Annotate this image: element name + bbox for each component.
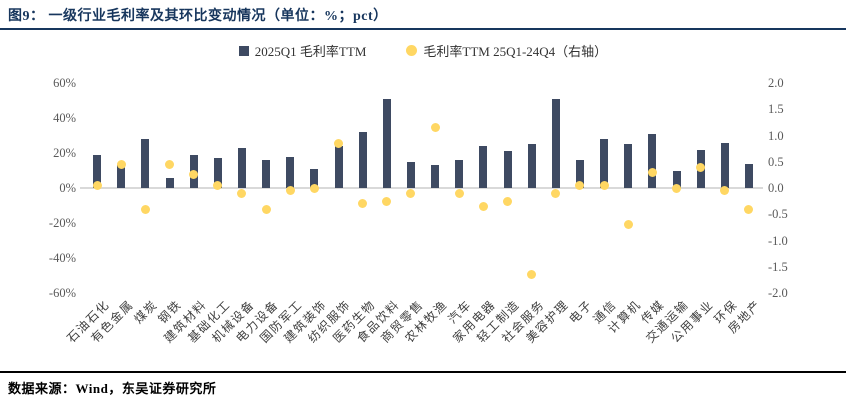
scatter-dot bbox=[406, 188, 416, 198]
scatter-dot bbox=[623, 220, 633, 230]
bar bbox=[262, 160, 271, 188]
right-axis-tick-label: 0.0 bbox=[768, 181, 784, 195]
scatter-dot bbox=[261, 204, 271, 214]
bar bbox=[431, 165, 440, 188]
scatter-dot bbox=[213, 180, 223, 190]
footer-divider bbox=[0, 371, 846, 373]
data-source-note: 数据来源：Wind，东吴证券研究所 bbox=[8, 381, 217, 396]
left-axis-tick-label: 40% bbox=[53, 111, 76, 125]
bar bbox=[744, 163, 753, 188]
scatter-dot bbox=[672, 183, 681, 193]
bar bbox=[286, 156, 295, 188]
chart-title: 图9： 一级行业毛利率及其环比变动情况（单位：%；pct） bbox=[8, 9, 388, 24]
bar bbox=[551, 98, 560, 188]
zero-axis-line bbox=[80, 187, 763, 189]
scatter-dot bbox=[430, 123, 440, 133]
scatter-dot bbox=[140, 204, 150, 214]
legend: 2025Q1 毛利率TTM 毛利率TTM 25Q1-24Q4（右轴） bbox=[0, 41, 846, 60]
scatter-dot bbox=[575, 180, 585, 190]
right-axis-tick-label: 1.0 bbox=[768, 128, 784, 143]
scatter-dot bbox=[116, 159, 126, 169]
title-divider bbox=[0, 28, 846, 30]
scatter-dot bbox=[92, 180, 102, 190]
scatter-dot bbox=[696, 162, 706, 172]
right-axis-tick-label: 1.5 bbox=[768, 102, 784, 117]
scatter-dot bbox=[165, 159, 174, 169]
right-axis-tick-label: 0.5 bbox=[768, 154, 784, 169]
legend-bar-label: 2025Q1 毛利率TTM bbox=[254, 44, 367, 59]
legend-dot-label: 毛利率TTM 25Q1-24Q4（右轴） bbox=[423, 44, 608, 59]
scatter-dot bbox=[237, 188, 247, 198]
right-axis-tick-label: -1.5 bbox=[768, 259, 788, 274]
bar bbox=[406, 161, 415, 188]
scatter-dot bbox=[599, 180, 609, 190]
bar bbox=[624, 144, 633, 188]
scatter-dot bbox=[744, 204, 754, 214]
scatter-dot bbox=[382, 196, 392, 206]
left-axis-tick-label: 20% bbox=[53, 146, 76, 160]
bar bbox=[720, 142, 729, 188]
bar bbox=[382, 98, 391, 188]
left-axis-tick-label: -20% bbox=[48, 216, 76, 230]
scatter-dot bbox=[478, 201, 488, 211]
left-axis-tick-label: 0% bbox=[59, 181, 76, 195]
right-axis-tick-label: -1.0 bbox=[768, 233, 788, 248]
bar bbox=[503, 151, 512, 188]
scatter-dot bbox=[720, 186, 730, 196]
scatter-dot bbox=[358, 199, 368, 209]
scatter-dot bbox=[551, 188, 561, 198]
scatter-dot bbox=[503, 196, 512, 206]
left-axis-tick-label: 60% bbox=[53, 76, 76, 90]
bar bbox=[141, 139, 150, 188]
bar bbox=[600, 139, 609, 188]
bar bbox=[358, 132, 367, 188]
scatter-dot bbox=[189, 170, 199, 180]
bar bbox=[648, 133, 657, 188]
bar bbox=[310, 168, 319, 188]
bar-series-swatch-icon bbox=[238, 45, 249, 56]
bar bbox=[213, 158, 222, 188]
bar bbox=[334, 146, 343, 188]
scatter-dot bbox=[309, 183, 319, 193]
scatter-dot bbox=[527, 270, 537, 280]
bar bbox=[455, 160, 464, 188]
bar bbox=[479, 146, 488, 188]
left-axis-tick-label: -40% bbox=[48, 251, 76, 265]
left-axis-tick-label: -60% bbox=[48, 286, 76, 300]
bar bbox=[165, 177, 174, 188]
bar bbox=[575, 160, 584, 188]
dot-series-swatch-icon bbox=[406, 45, 418, 56]
scatter-dot bbox=[334, 138, 343, 148]
bar bbox=[527, 144, 536, 188]
bar bbox=[672, 170, 681, 188]
legend-item-bar: 2025Q1 毛利率TTM bbox=[238, 41, 367, 60]
bar bbox=[93, 154, 102, 188]
legend-item-dot: 毛利率TTM 25Q1-24Q4（右轴） bbox=[406, 41, 607, 60]
scatter-dot bbox=[647, 167, 657, 177]
bar bbox=[117, 165, 126, 188]
right-axis-tick-label: -0.5 bbox=[768, 207, 788, 222]
right-axis-tick-label: 2.0 bbox=[768, 76, 784, 90]
bar bbox=[237, 147, 246, 188]
scatter-dot bbox=[285, 186, 295, 196]
right-axis-tick-label: -2.0 bbox=[768, 286, 788, 300]
scatter-dot bbox=[454, 188, 464, 198]
